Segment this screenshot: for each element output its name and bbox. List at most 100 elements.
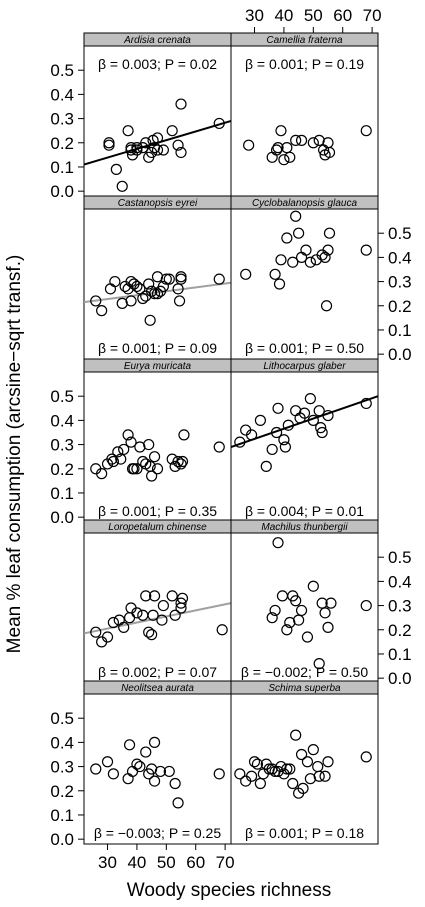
data-point-neolitsea-aurata-12 [148, 775, 161, 787]
data-point-machilus-thunbergii-4 [281, 624, 293, 636]
data-point-schima-superba-16 [287, 777, 299, 790]
fit-line-castanopsis-eyrei [84, 281, 231, 304]
y-tick-label-cyclobalanopsis-glauca-0.4: 0.4 [388, 248, 412, 267]
data-point-machilus-thunbergii-9 [295, 604, 308, 617]
data-point-lithocarpus-glaber-3 [254, 414, 266, 426]
plot-frame-cyclobalanopsis-glauca [230, 208, 379, 360]
y-tick-label-machilus-thunbergii-0.3: 0.3 [388, 597, 412, 616]
data-point-camellia-fraterna-2 [270, 144, 283, 156]
panel-machilus-thunbergii: Machilus thunbergii β = −0.002; P = 0.50 [230, 519, 379, 684]
data-point-neolitsea-aurata-14 [163, 765, 175, 778]
data-point-ardisia-crenata-20 [172, 139, 184, 151]
data-point-neolitsea-aurata-4 [122, 773, 134, 785]
panel-castanopsis-eyrei: Castanopsis eyrei β = 0.001; P = 0.09 [83, 195, 232, 360]
y-tick-label-cyclobalanopsis-glauca-0.1: 0.1 [388, 321, 412, 340]
x-tick-label-bottom-60: 60 [186, 853, 205, 872]
data-point-loropetalum-chinense-11 [143, 626, 155, 638]
stat-label-neolitsea-aurata: β = −0.003; P = 0.25 [94, 825, 221, 841]
data-point-machilus-thunbergii-15 [322, 621, 334, 633]
data-point-loropetalum-chinense-16 [157, 599, 169, 612]
x-tick-label-bottom-30: 30 [98, 853, 117, 872]
y-tick-label-ardisia-crenata-0.4: 0.4 [50, 85, 74, 104]
y-tick-label-machilus-thunbergii-0: 0.0 [388, 669, 412, 688]
axes-layer: 0.0 0.1 0.2 0.3 0.4 0.5 0.0 0.1 0.2 0.3 0.4 0.5 0.0 0… [50, 6, 411, 872]
data-point-eurya-muricata-14 [137, 455, 149, 468]
data-point-neolitsea-aurata-5 [126, 765, 139, 778]
data-point-loropetalum-chinense-8 [131, 607, 143, 619]
strip-label-ardisia-crenata: Ardisia crenata [123, 35, 191, 46]
data-point-eurya-muricata-18 [146, 470, 158, 482]
data-point-lithocarpus-glaber-5 [266, 443, 278, 456]
data-point-schima-superba-23 [307, 744, 319, 756]
strip-label-loropetalum-chinense: Loropetalum chinense [108, 522, 207, 533]
data-point-eurya-muricata-25 [176, 455, 189, 468]
stat-label-cyclobalanopsis-glauca: β = 0.001; P = 0.50 [245, 340, 364, 356]
data-point-camellia-fraterna-5 [278, 154, 290, 166]
data-point-ardisia-crenata-9 [131, 144, 143, 156]
data-point-schima-superba-14 [281, 763, 293, 775]
data-point-lithocarpus-glaber-13 [298, 407, 311, 419]
panel-ardisia-crenata: Ardisia crenata β = 0.003; P = 0.02 [83, 32, 232, 197]
stat-label-castanopsis-eyrei: β = 0.001; P = 0.09 [98, 340, 217, 356]
data-point-eurya-muricata-24 [175, 458, 187, 470]
data-point-camellia-fraterna-4 [275, 125, 287, 137]
stat-label-eurya-muricata: β = 0.001; P = 0.35 [98, 503, 217, 519]
data-point-loropetalum-chinense-12 [146, 629, 158, 641]
data-point-neolitsea-aurata-16 [172, 797, 184, 809]
data-point-castanopsis-eyrei-14 [143, 278, 155, 290]
data-point-ardisia-crenata-23 [213, 117, 225, 130]
y-tick-label-machilus-thunbergii-0.1: 0.1 [388, 645, 412, 664]
data-point-neolitsea-aurata-2 [107, 768, 120, 780]
data-point-castanopsis-eyrei-15 [144, 314, 156, 326]
data-point-machilus-thunbergii-1 [269, 604, 281, 617]
panels-layer: Ardisia crenata β = 0.003; P = 0.02 Camell… [83, 32, 379, 845]
y-tick-label-neolitsea-aurata-0.5: 0.5 [50, 709, 74, 728]
y-tick-label-eurya-muricata-0.4: 0.4 [50, 411, 74, 430]
data-point-eurya-muricata-20 [151, 463, 164, 475]
strip-label-cyclobalanopsis-glauca: Cyclobalanopsis glauca [252, 198, 358, 209]
data-point-loropetalum-chinense-21 [175, 602, 187, 614]
data-point-lithocarpus-glaber-16 [313, 405, 325, 417]
data-point-eurya-muricata-4 [107, 455, 120, 468]
strip-label-schima-superba: Schima superba [268, 683, 341, 694]
data-point-castanopsis-eyrei-12 [137, 292, 149, 305]
data-point-machilus-thunbergii-3 [276, 590, 289, 602]
data-point-loropetalum-chinense-13 [147, 609, 159, 621]
data-point-lithocarpus-glaber-10 [282, 419, 294, 431]
data-point-lithocarpus-glaber-14 [304, 393, 316, 405]
panel-loropetalum-chinense: Loropetalum chinense β = 0.002; P = 0.07 [83, 519, 232, 684]
data-point-schima-superba-27 [322, 756, 334, 768]
data-point-cyclobalanopsis-glauca-6 [290, 210, 302, 222]
data-point-neolitsea-aurata-11 [148, 736, 161, 748]
data-point-neolitsea-aurata-13 [154, 765, 167, 778]
data-point-castanopsis-eyrei-23 [163, 273, 175, 285]
data-point-eurya-muricata-26 [178, 429, 190, 441]
stat-label-ardisia-crenata: β = 0.003; P = 0.02 [98, 56, 217, 72]
stat-label-loropetalum-chinense: β = 0.002; P = 0.07 [98, 664, 217, 680]
data-point-camellia-fraterna-15 [323, 146, 336, 159]
data-point-castanopsis-eyrei-27 [175, 271, 187, 283]
x-tick-label-top-30: 30 [245, 6, 264, 25]
data-point-ardisia-crenata-0 [103, 139, 115, 151]
data-point-castanopsis-eyrei-21 [157, 280, 169, 293]
data-point-castanopsis-eyrei-0 [90, 295, 102, 307]
x-tick-label-bottom-50: 50 [157, 853, 176, 872]
data-point-eurya-muricata-23 [172, 455, 184, 468]
data-point-schima-superba-3 [248, 756, 261, 768]
plot-frame-schima-superba [230, 693, 379, 845]
data-point-neolitsea-aurata-3 [123, 739, 136, 751]
data-point-lithocarpus-glaber-2 [245, 429, 258, 441]
data-point-camellia-fraterna-14 [322, 137, 334, 149]
y-tick-label-machilus-thunbergii-0.5: 0.5 [388, 548, 412, 567]
data-point-cyclobalanopsis-glauca-0 [240, 268, 252, 280]
data-point-castanopsis-eyrei-26 [173, 295, 186, 307]
data-point-eurya-muricata-16 [143, 438, 155, 451]
data-point-ardisia-crenata-18 [157, 144, 169, 156]
data-point-loropetalum-chinense-10 [140, 590, 152, 602]
data-point-eurya-muricata-7 [118, 443, 130, 456]
data-point-cyclobalanopsis-glauca-16 [322, 244, 334, 256]
data-point-ardisia-crenata-21 [175, 98, 187, 110]
data-point-camellia-fraterna-7 [284, 151, 296, 163]
data-point-cyclobalanopsis-glauca-10 [304, 256, 316, 268]
y-tick-label-machilus-thunbergii-0.4: 0.4 [388, 572, 412, 591]
